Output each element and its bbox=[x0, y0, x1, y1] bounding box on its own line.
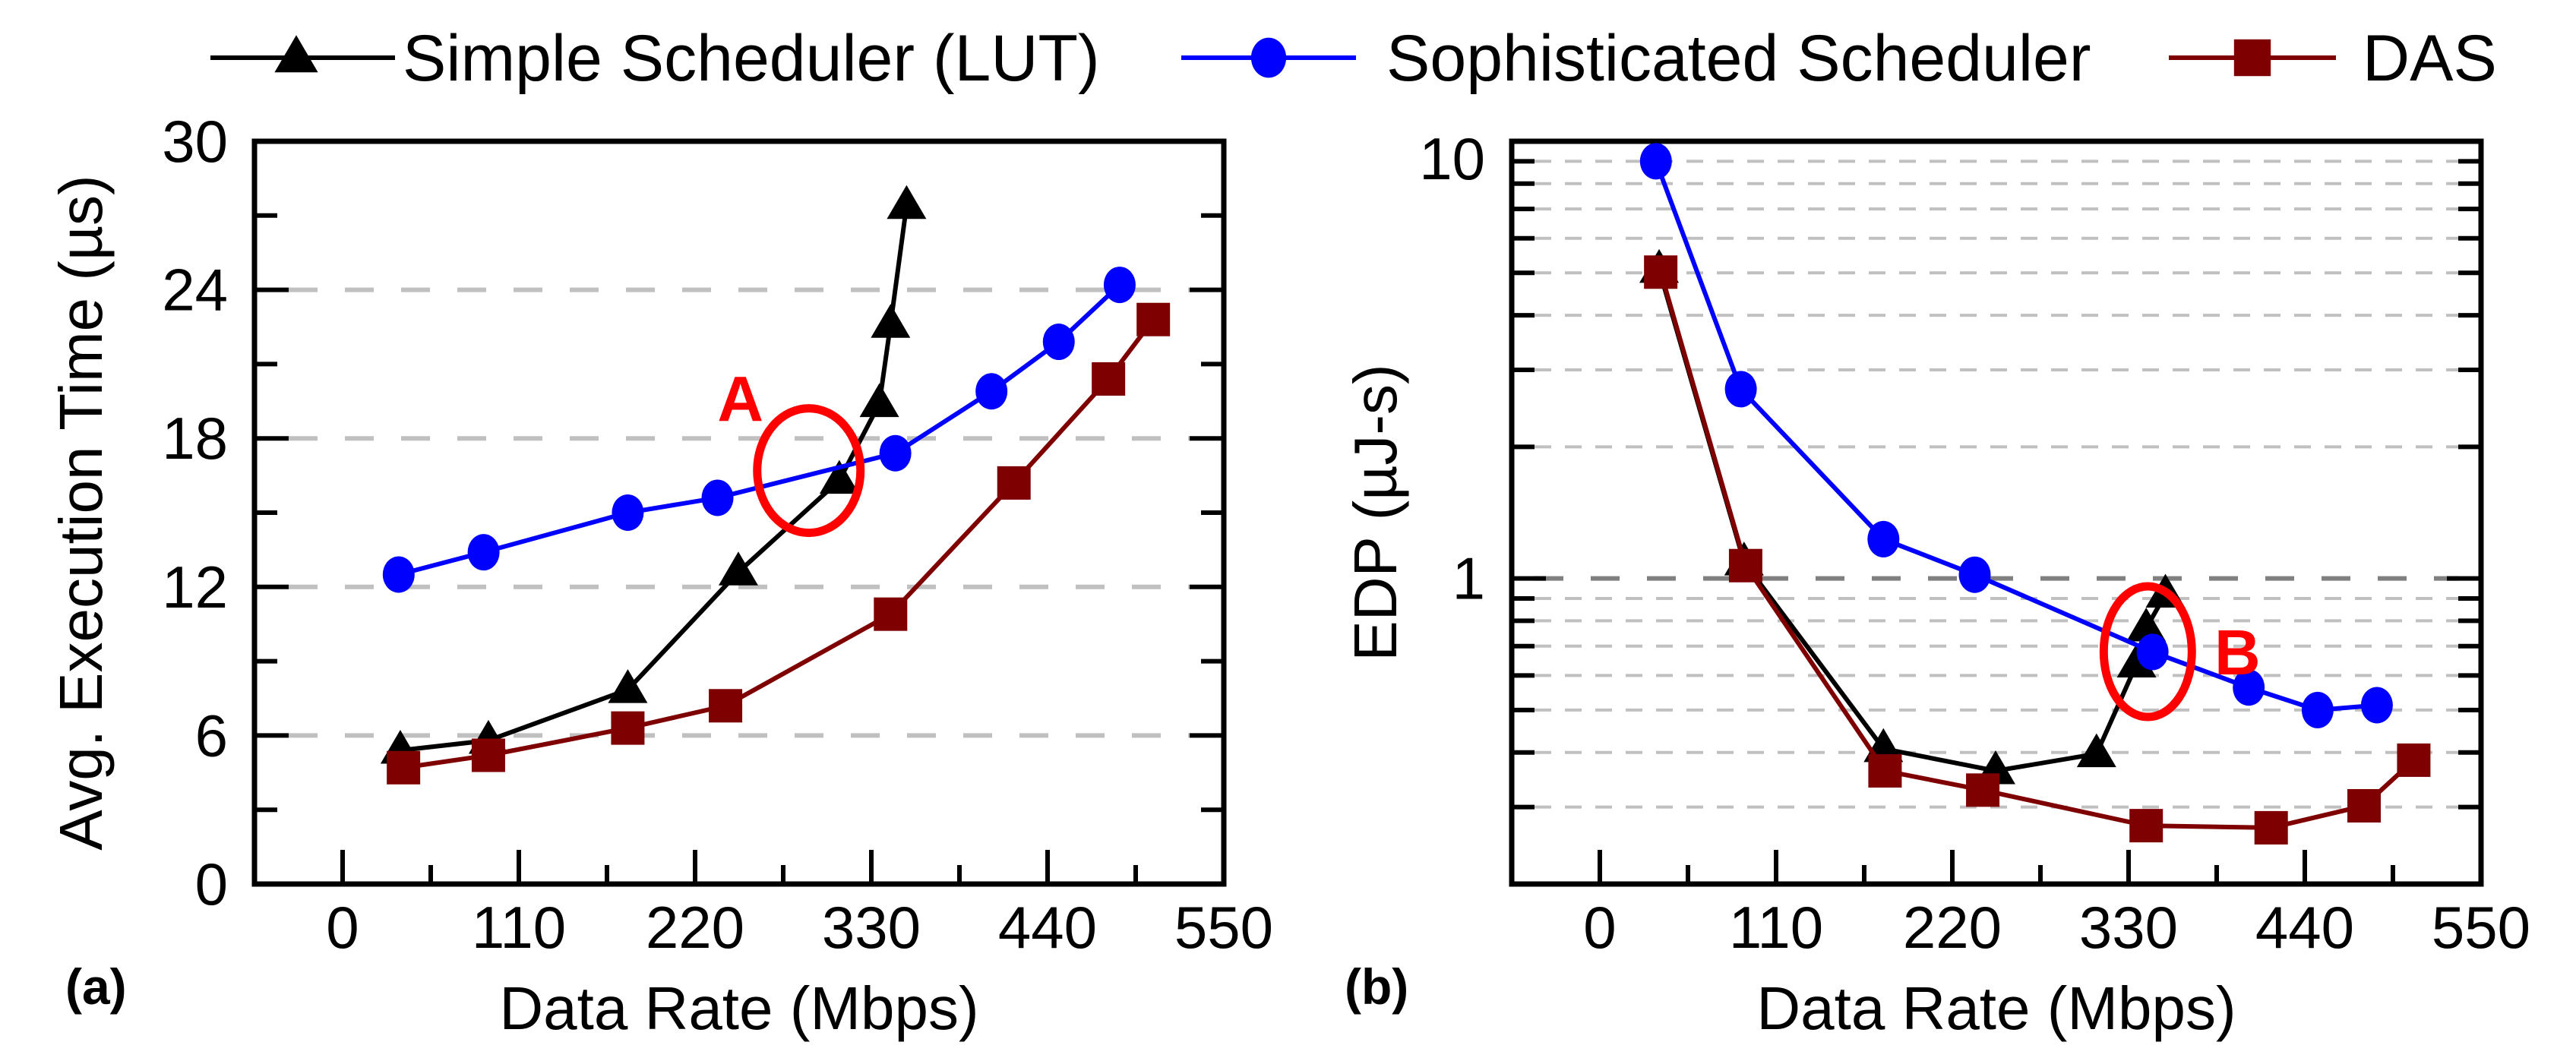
annotation-circle bbox=[753, 404, 865, 538]
data-point-circle bbox=[2233, 669, 2265, 706]
y-tick-label: 30 bbox=[162, 108, 228, 175]
legend-square-marker bbox=[2233, 39, 2271, 77]
data-point-circle bbox=[467, 534, 500, 571]
data-point-square bbox=[997, 466, 1031, 500]
data-point-circle bbox=[382, 556, 415, 593]
data-point-square bbox=[2397, 743, 2431, 777]
data-point-circle bbox=[1103, 267, 1136, 304]
legend-triangle-marker bbox=[274, 35, 318, 73]
x-tick-label: 440 bbox=[2255, 894, 2354, 961]
y-tick-label: 12 bbox=[162, 554, 228, 620]
series-circle bbox=[1639, 143, 2393, 728]
series-triangle bbox=[1639, 248, 2186, 785]
y-tick-label: 24 bbox=[162, 257, 228, 324]
series-square bbox=[1644, 255, 2431, 845]
series-line bbox=[1657, 268, 2168, 774]
x-tick-label: 220 bbox=[1903, 894, 2002, 961]
annotation-circle bbox=[2099, 582, 2196, 722]
series-line bbox=[1654, 160, 2378, 712]
y-tick-label: 1 bbox=[1452, 545, 1485, 612]
data-point-circle bbox=[1867, 520, 1900, 557]
data-point-triangle bbox=[819, 459, 859, 494]
data-point-square bbox=[874, 597, 908, 631]
legend-item-circle: Sophisticated Scheduler bbox=[1181, 22, 2091, 95]
y-tick-label: 18 bbox=[162, 405, 228, 472]
legend-label: Simple Scheduler (LUT) bbox=[403, 22, 1100, 95]
legend: Simple Scheduler (LUT) Sophisticated Sche… bbox=[210, 22, 2497, 95]
data-point-circle bbox=[1958, 556, 1991, 593]
series-square bbox=[387, 302, 1171, 785]
x-tick-label: 440 bbox=[998, 894, 1097, 961]
y-tick-label: 6 bbox=[195, 702, 228, 769]
x-tick-label: 0 bbox=[326, 894, 359, 961]
panel-label: (a) bbox=[65, 958, 127, 1015]
x-tick-label: 110 bbox=[1729, 894, 1823, 961]
data-point-triangle bbox=[859, 383, 899, 418]
y-axis-title: EDP (µJ-s) bbox=[1342, 364, 1409, 661]
x-tick-label: 0 bbox=[1583, 894, 1616, 961]
data-point-circle bbox=[1042, 324, 1075, 361]
data-point-square bbox=[611, 711, 645, 745]
data-point-square bbox=[2254, 810, 2288, 845]
data-point-square bbox=[1136, 302, 1171, 336]
data-point-circle bbox=[701, 479, 734, 516]
x-axis-title: Data Rate (Mbps) bbox=[1756, 974, 2236, 1042]
legend-item-triangle: Simple Scheduler (LUT) bbox=[210, 22, 1100, 95]
annotation-label: B bbox=[2214, 617, 2261, 688]
data-point-circle bbox=[1639, 143, 1672, 180]
data-point-triangle bbox=[2076, 733, 2116, 768]
x-tick-label: 550 bbox=[2432, 894, 2530, 961]
series-triangle bbox=[380, 185, 927, 764]
legend-item-square: DAS bbox=[2169, 22, 2497, 95]
data-point-square bbox=[1092, 362, 1126, 396]
data-point-circle bbox=[2360, 687, 2393, 724]
data-point-square bbox=[471, 738, 505, 772]
legend-circle-marker bbox=[1250, 37, 1287, 78]
legend-label: Sophisticated Scheduler bbox=[1386, 22, 2091, 95]
data-point-square bbox=[2129, 809, 2164, 843]
series-circle bbox=[382, 267, 1136, 593]
data-point-circle bbox=[2136, 633, 2169, 671]
data-point-circle bbox=[1724, 371, 1757, 408]
gridlines bbox=[289, 287, 1190, 738]
series-line bbox=[403, 317, 1155, 770]
x-tick-label: 110 bbox=[472, 894, 566, 961]
panel-label: (b) bbox=[1345, 958, 1408, 1015]
data-point-square bbox=[1868, 753, 1902, 788]
x-tick-label: 220 bbox=[646, 894, 744, 961]
y-tick-label: 0 bbox=[195, 851, 228, 917]
series-line bbox=[1658, 271, 2416, 830]
x-tick-label: 330 bbox=[2079, 894, 2178, 961]
data-point-square bbox=[709, 689, 743, 723]
data-point-triangle bbox=[871, 304, 911, 338]
plot-frame bbox=[1509, 138, 2484, 887]
data-point-square bbox=[387, 750, 421, 785]
data-point-square bbox=[2347, 788, 2382, 823]
data-point-circle bbox=[879, 434, 912, 472]
annotation-label: A bbox=[717, 364, 763, 435]
data-point-square bbox=[1728, 548, 1762, 583]
data-point-triangle bbox=[608, 669, 648, 703]
data-point-triangle bbox=[887, 185, 927, 219]
data-point-square bbox=[1644, 255, 1678, 289]
legend-label: DAS bbox=[2363, 22, 2497, 95]
chart-a-execution-time: 0 6 12 18 24 30 0 110 220 330 440 550 A Data Rate (Mb… bbox=[47, 108, 1273, 1042]
data-point-square bbox=[1966, 773, 2000, 807]
data-point-circle bbox=[975, 373, 1008, 410]
x-tick-label: 330 bbox=[822, 894, 921, 961]
data-point-circle bbox=[612, 494, 644, 531]
data-point-triangle bbox=[718, 551, 758, 586]
y-axis-title: Avg. Execution Time (µs) bbox=[47, 175, 115, 850]
data-point-triangle bbox=[2116, 643, 2157, 677]
x-tick-label: 550 bbox=[1174, 894, 1273, 961]
data-point-triangle bbox=[2126, 607, 2167, 642]
x-axis-title: Data Rate (Mbps) bbox=[499, 974, 978, 1042]
data-point-circle bbox=[2301, 691, 2334, 728]
plot-frame bbox=[251, 138, 1227, 887]
y-tick-label: 10 bbox=[1419, 125, 1485, 192]
